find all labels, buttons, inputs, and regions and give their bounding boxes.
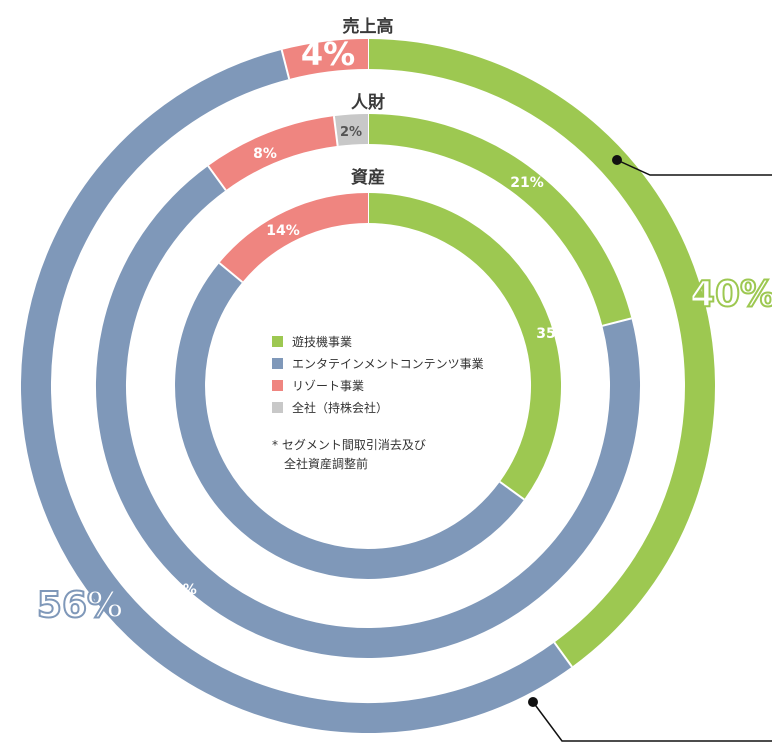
segment-divider xyxy=(553,641,573,668)
hr-label-corporate: 2% xyxy=(340,125,362,140)
legend-item-resort: リゾート事業 xyxy=(272,374,484,396)
legend-label: リゾート事業 xyxy=(292,378,365,393)
legend-item-pachislot: 遊技機事業 xyxy=(272,330,484,352)
segment-divider xyxy=(332,116,339,147)
sales-ring-segment-entertainment xyxy=(20,49,572,733)
segment-divider xyxy=(207,165,227,191)
sales-label-resort: 4% xyxy=(301,35,355,73)
legend-item-entertainment: エンタテインメントコンテンツ事業 xyxy=(272,352,484,374)
hr-ring-segment-pachislot xyxy=(367,114,632,326)
sales-label-entertainment: 56% xyxy=(37,585,123,626)
leader-line-pachislot-dot xyxy=(612,155,622,165)
assets-ring-title: 資産 xyxy=(351,167,385,188)
hr-label-entertainment: 69% xyxy=(163,582,197,598)
segment-divider xyxy=(499,480,525,501)
legend-label: 全社（持株会社） xyxy=(292,400,389,415)
sales-label-pachislot: 40% xyxy=(690,274,772,315)
segment-divider xyxy=(280,49,291,80)
sales-ring-segment-pachislot xyxy=(367,39,715,667)
legend: 遊技機事業 エンタテインメントコンテンツ事業 リゾート事業 全社（持株会社） *… xyxy=(272,330,484,474)
segment-divider xyxy=(218,262,244,283)
legend-swatch xyxy=(272,401,283,413)
legend-swatch xyxy=(272,379,283,391)
legend-label: エンタテインメントコンテンツ事業 xyxy=(292,356,484,371)
sales-ring-segment-resort xyxy=(281,39,369,80)
assets-label-pachislot: 35% xyxy=(536,326,570,342)
donut-rings xyxy=(20,39,715,733)
leader-line-entertainment-dot xyxy=(528,697,538,707)
leader-line-pachislot xyxy=(616,159,772,176)
hr-label-resort: 8% xyxy=(253,146,277,162)
footnote: * セグメント間取引消去及び 全社資産調整前 xyxy=(272,436,484,474)
footnote-line-2: 全社資産調整前 xyxy=(284,457,369,471)
legend-swatch xyxy=(272,357,283,369)
legend-item-corporate: 全社（持株会社） xyxy=(272,396,484,418)
footnote-line-1: * セグメント間取引消去及び xyxy=(272,438,426,452)
segment-divider xyxy=(602,317,632,327)
leader-line-entertainment xyxy=(532,701,772,742)
leader-lines xyxy=(528,155,772,742)
hr-label-pachislot: 21% xyxy=(510,175,544,191)
sales-ring-title: 売上高 xyxy=(343,16,394,37)
hr-ring-title: 人財 xyxy=(351,92,385,113)
assets-ring-segment-entertainment xyxy=(175,263,525,579)
legend-label: 遊技機事業 xyxy=(292,334,353,349)
value-labels: 40% 56% 4% 21% 69% 8% 2% 35% 51% 14% xyxy=(36,35,772,627)
assets-label-entertainment: 51% xyxy=(266,566,300,582)
assets-ring-segment-pachislot xyxy=(367,193,561,500)
assets-ring-segment-resort xyxy=(219,193,369,283)
assets-label-resort: 14% xyxy=(266,223,300,239)
hr-ring-segment-entertainment xyxy=(96,165,640,658)
legend-swatch xyxy=(272,335,283,347)
hr-ring-segment-resort xyxy=(208,116,338,191)
